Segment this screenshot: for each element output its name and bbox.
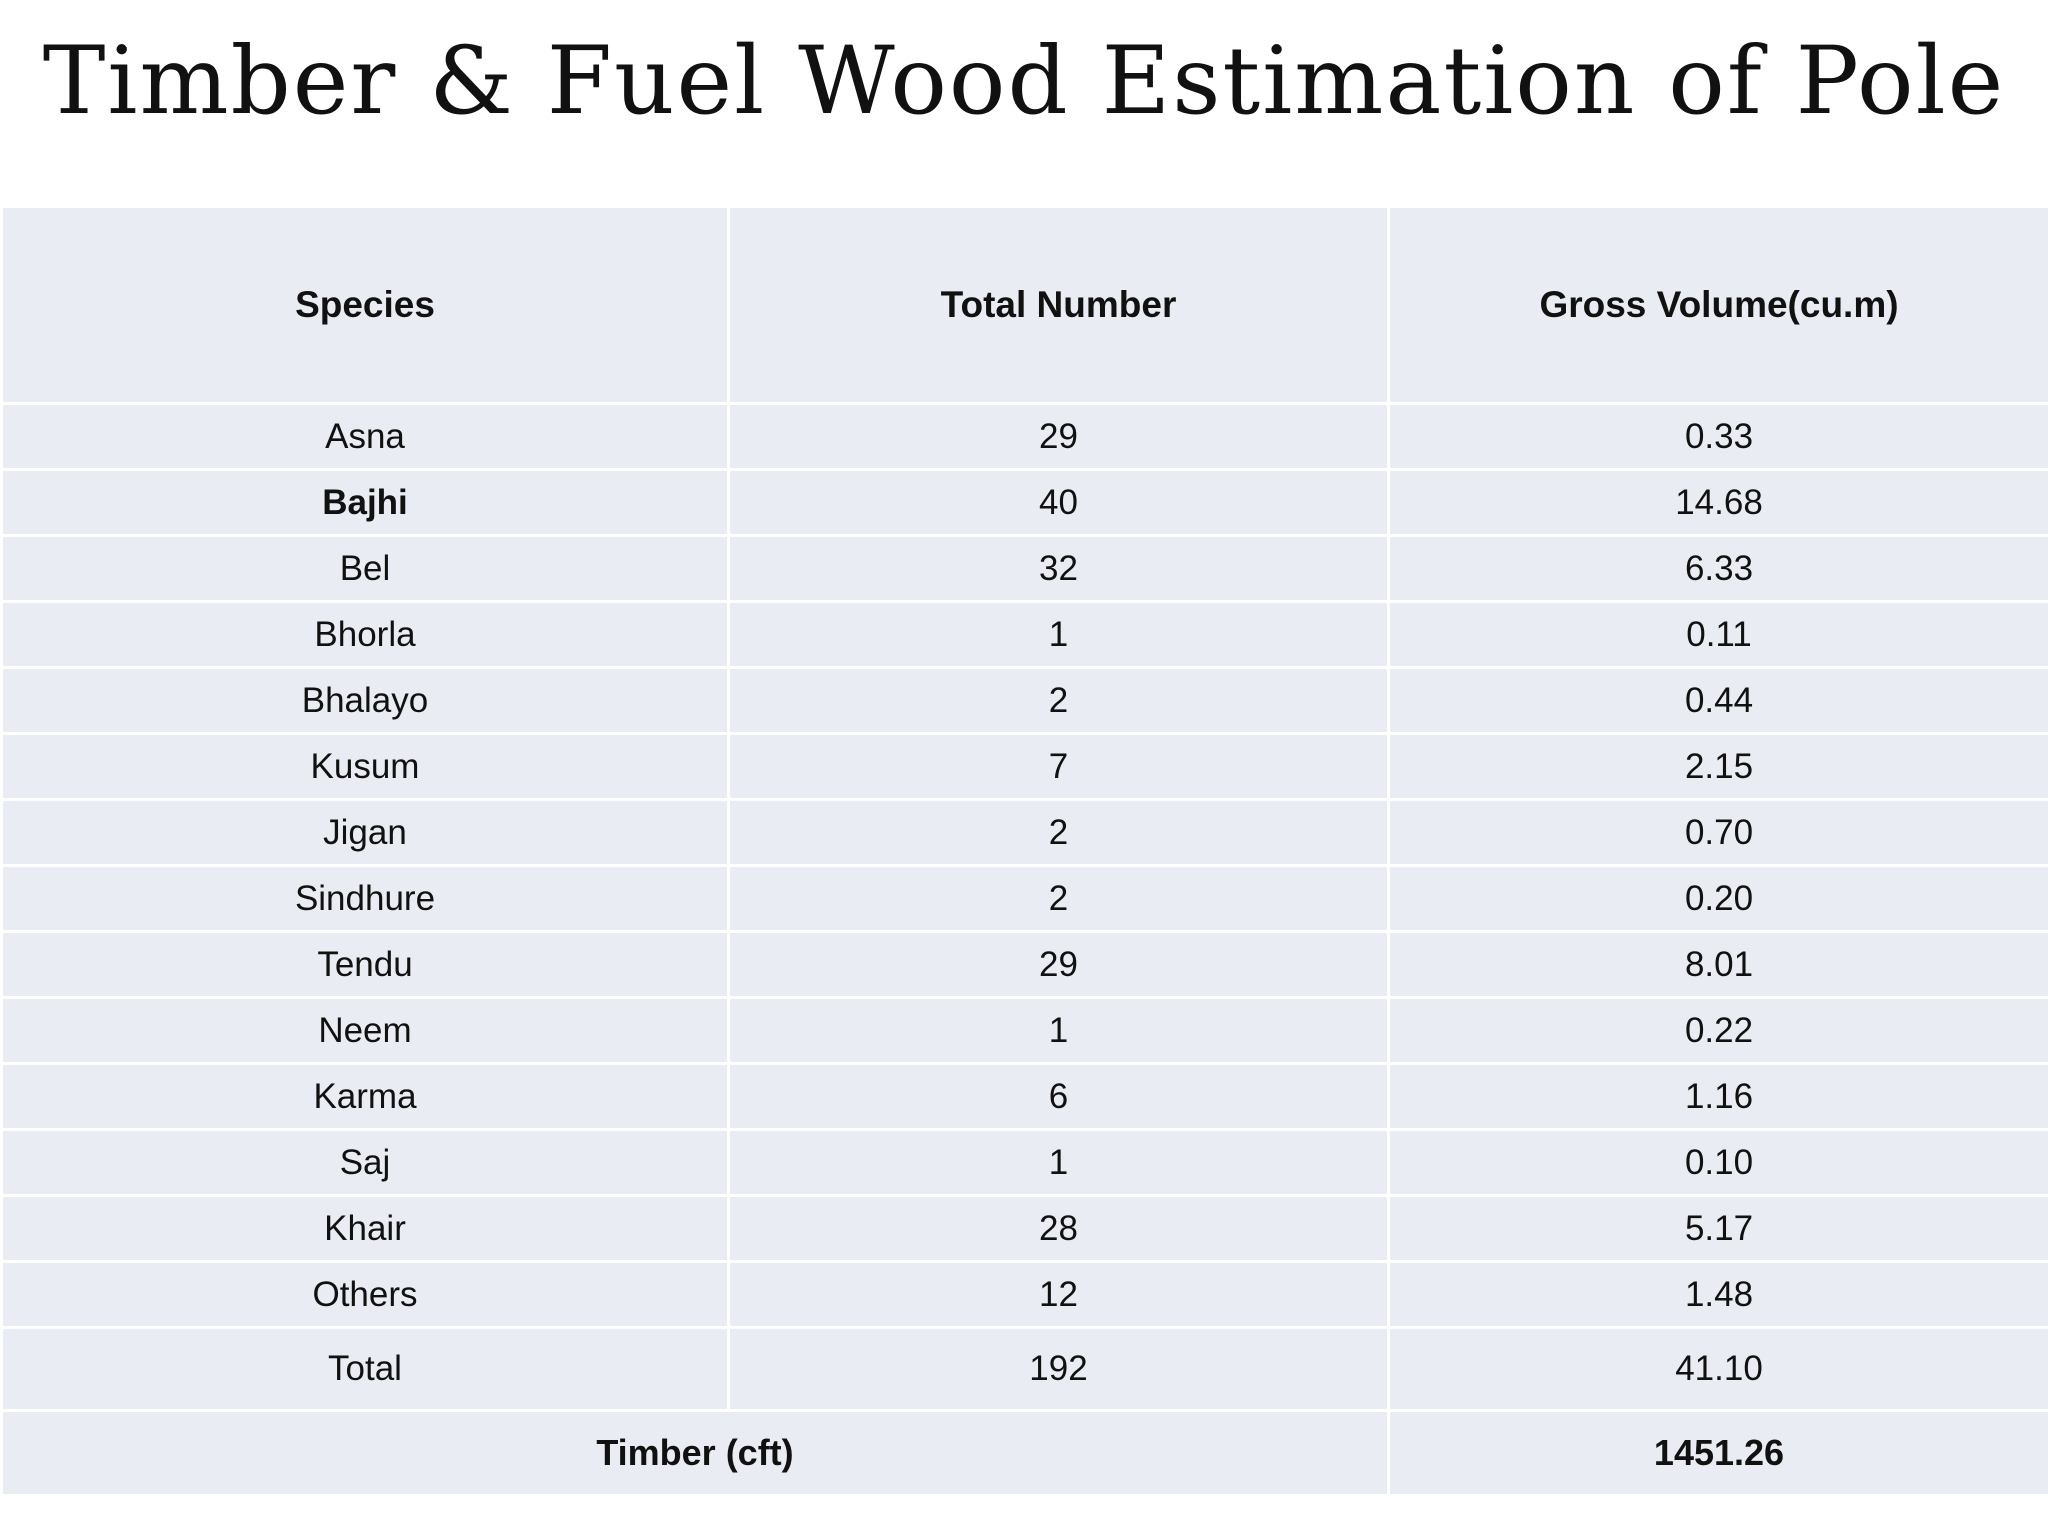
table-row: Bhorla 1 0.11 [0,600,2048,669]
cell-volume: 1.16 [1387,1062,2048,1131]
cell-species: Bajhi [0,468,730,537]
table-row: Tendu 29 8.01 [0,930,2048,999]
estimation-table: Species Total Number Gross Volume(cu.m) … [0,205,2048,1497]
table-header-row: Species Total Number Gross Volume(cu.m) [0,205,2048,405]
slide-title: Timber & Fuel Wood Estimation of Pole [42,27,2006,136]
table-row: Bel 32 6.33 [0,534,2048,603]
cell-volume: 5.17 [1387,1194,2048,1263]
cell-number: 1 [727,1128,1390,1197]
cell-number: 2 [727,666,1390,735]
total-label: Total [0,1326,730,1412]
cell-species: Asna [0,402,730,471]
timber-row: Timber (cft) 1451.26 [0,1409,2048,1497]
timber-value: 1451.26 [1387,1409,2048,1497]
cell-species: Karma [0,1062,730,1131]
cell-number: 2 [727,798,1390,867]
cell-volume: 2.15 [1387,732,2048,801]
cell-number: 28 [727,1194,1390,1263]
header-total-number: Total Number [727,205,1390,405]
cell-species: Bel [0,534,730,603]
cell-species: Jigan [0,798,730,867]
cell-number: 6 [727,1062,1390,1131]
cell-volume: 6.33 [1387,534,2048,603]
table-row: Sindhure 2 0.20 [0,864,2048,933]
cell-volume: 0.20 [1387,864,2048,933]
table-row: Jigan 2 0.70 [0,798,2048,867]
cell-number: 2 [727,864,1390,933]
cell-volume: 1.48 [1387,1260,2048,1329]
cell-species: Tendu [0,930,730,999]
table-row: Neem 1 0.22 [0,996,2048,1065]
table-row: Asna 29 0.33 [0,402,2048,471]
cell-species: Bhorla [0,600,730,669]
header-species: Species [0,205,730,405]
table-row: Others 12 1.48 [0,1260,2048,1329]
cell-volume: 14.68 [1387,468,2048,537]
cell-species: Others [0,1260,730,1329]
header-gross-volume: Gross Volume(cu.m) [1387,205,2048,405]
table-row: Kusum 7 2.15 [0,732,2048,801]
cell-species: Kusum [0,732,730,801]
total-number: 192 [727,1326,1390,1412]
cell-volume: 0.10 [1387,1128,2048,1197]
cell-volume: 0.70 [1387,798,2048,867]
cell-volume: 0.44 [1387,666,2048,735]
cell-species: Sindhure [0,864,730,933]
cell-volume: 0.33 [1387,402,2048,471]
cell-species: Khair [0,1194,730,1263]
total-volume: 41.10 [1387,1326,2048,1412]
cell-number: 7 [727,732,1390,801]
cell-volume: 8.01 [1387,930,2048,999]
table-row: Khair 28 5.17 [0,1194,2048,1263]
cell-species: Saj [0,1128,730,1197]
cell-species: Bhalayo [0,666,730,735]
table-row: Bajhi 40 14.68 [0,468,2048,537]
timber-label: Timber (cft) [0,1409,1390,1497]
cell-number: 40 [727,468,1390,537]
cell-number: 12 [727,1260,1390,1329]
cell-number: 29 [727,402,1390,471]
table-row: Saj 1 0.10 [0,1128,2048,1197]
cell-number: 1 [727,600,1390,669]
cell-number: 1 [727,996,1390,1065]
table-row: Karma 6 1.16 [0,1062,2048,1131]
cell-volume: 0.22 [1387,996,2048,1065]
total-row: Total 192 41.10 [0,1326,2048,1412]
cell-volume: 0.11 [1387,600,2048,669]
cell-number: 29 [727,930,1390,999]
table-row: Bhalayo 2 0.44 [0,666,2048,735]
cell-number: 32 [727,534,1390,603]
cell-species: Neem [0,996,730,1065]
